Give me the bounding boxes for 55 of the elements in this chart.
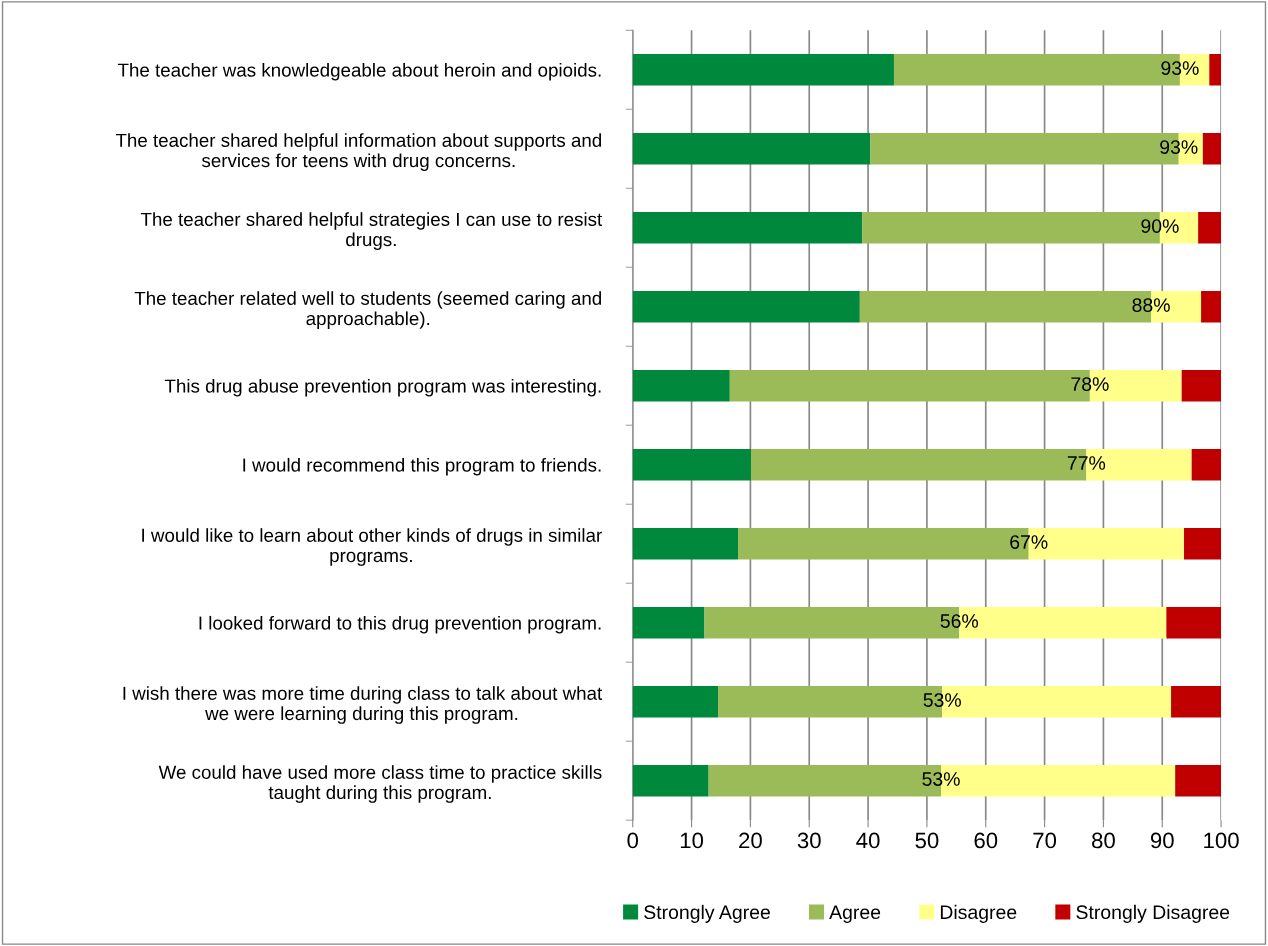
- y-tick-label: I would recommend this program to friends.: [243, 457, 601, 476]
- bar: [632, 53, 894, 86]
- annotation: 67%: [1010, 535, 1048, 549]
- y-tick-label: This drug abuse prevention program was interesting.: [164, 378, 601, 397]
- x-tick-label: 90: [1150, 832, 1174, 849]
- x-tick-label: 60: [974, 832, 998, 849]
- bar: [1198, 211, 1222, 244]
- bar: [1209, 53, 1222, 86]
- bar: [632, 369, 730, 402]
- bar: [1181, 369, 1222, 402]
- annotation: 56%: [940, 614, 979, 628]
- y-tick-label: I looked forward to this drug prevention program.: [199, 615, 601, 634]
- legend-label: Strongly Agree: [644, 904, 770, 923]
- bar: [632, 132, 871, 165]
- bar: [632, 290, 860, 323]
- x-tick-label: 20: [739, 832, 762, 849]
- y-tick-label: I would like to learn about other kinds of drugs in similar programs.: [142, 528, 602, 566]
- bar: [1202, 132, 1222, 165]
- x-tick-label: 40: [856, 832, 880, 849]
- bar: [632, 606, 705, 639]
- annotation: 78%: [1071, 377, 1109, 391]
- bar: [632, 448, 751, 481]
- x-tick-label: 100: [1204, 832, 1239, 849]
- annotation: 93%: [1161, 61, 1199, 75]
- y-tick-label: The teacher was knowledgeable about heroin and opioids.: [117, 62, 601, 81]
- y-tick-label: The teacher related well to students (seemed caring and approachable).: [134, 291, 601, 329]
- x-tick-label: 10: [680, 832, 704, 849]
- y-tick-label: The teacher shared helpful strategies I can use to resist drugs.: [140, 212, 603, 250]
- bar: [1175, 764, 1222, 797]
- annotation: 93%: [1160, 140, 1198, 154]
- bar: [1184, 527, 1222, 560]
- legend-label: Strongly Disagree: [1076, 904, 1230, 923]
- x-tick-label: 30: [797, 832, 821, 849]
- legend-label: Disagree: [940, 904, 1017, 923]
- annotation: 88%: [1132, 298, 1170, 312]
- bar: [1171, 685, 1222, 718]
- x-tick-label: 50: [915, 832, 939, 849]
- x-tick-label: 80: [1092, 832, 1115, 849]
- x-tick-label: 70: [1033, 832, 1057, 849]
- legend-label: Agree: [829, 905, 881, 923]
- bar: [1201, 290, 1222, 323]
- bar: [632, 685, 719, 718]
- bar: [632, 764, 709, 797]
- x-tick-label: 0: [627, 832, 639, 849]
- bar: [1191, 448, 1222, 481]
- y-tick-label: I wish there was more time during class to talk about what we were learning during this program.: [123, 686, 603, 724]
- bar: [632, 527, 739, 560]
- y-tick-label: The teacher shared helpful information about supports and services for teens with drug concerns.: [115, 133, 602, 171]
- annotation: 53%: [923, 693, 961, 707]
- bar: [632, 211, 863, 244]
- annotation: 77%: [1067, 456, 1106, 470]
- bar: [1166, 606, 1222, 639]
- annotation: 53%: [922, 772, 960, 786]
- annotation: 90%: [1141, 219, 1179, 233]
- y-tick-label: We could have used more class time to practice skills taught during this program.: [158, 765, 602, 803]
